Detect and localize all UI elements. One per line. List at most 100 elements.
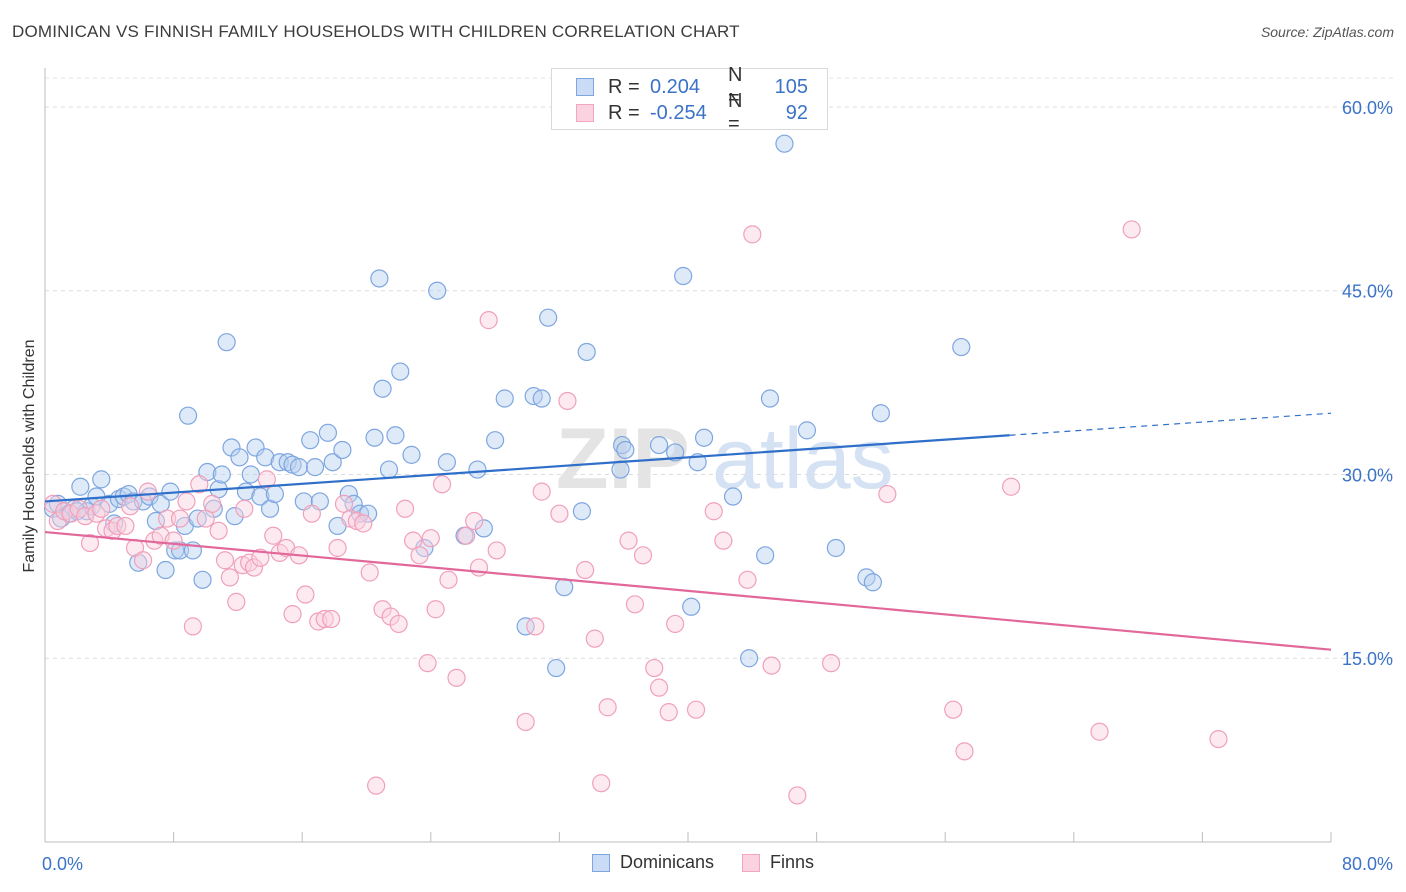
finns-point (389, 614, 408, 634)
finns-point (177, 492, 196, 511)
dominicans-point (323, 453, 342, 472)
finns-point (190, 475, 209, 494)
finns-point (354, 514, 373, 533)
dominicans-point (666, 443, 685, 462)
r-value: 0.204 (650, 75, 701, 98)
finns-point (550, 504, 569, 523)
finns-point (955, 742, 974, 761)
finns-points (43, 220, 1228, 805)
finns-point (666, 614, 685, 634)
finns-point (645, 658, 664, 678)
legend-label-finns: Finns (770, 852, 815, 872)
finns-point (532, 482, 551, 501)
finns-point (367, 776, 386, 795)
y-tick-label: 60.0% (1342, 98, 1393, 118)
y-tick-label: 30.0% (1342, 465, 1393, 485)
x-tick-label: 80.0% (1342, 854, 1393, 874)
dominicans-point (305, 458, 325, 477)
dominicans-point (437, 453, 456, 472)
finns-point (432, 475, 452, 494)
finns-point (479, 311, 498, 330)
dominicans-point (156, 560, 175, 580)
finns-point (439, 570, 458, 589)
finns-point (704, 502, 723, 521)
dominicans-point (611, 460, 630, 479)
series-legend: Dominicans Finns (0, 852, 1406, 873)
dominicans-point (92, 470, 111, 489)
dominicans-point (612, 435, 632, 455)
r-label: R = (608, 75, 640, 98)
finns-point (1122, 220, 1141, 239)
dominicans-point (359, 504, 378, 523)
dominicans-point (109, 489, 129, 509)
dominicans-point (129, 553, 148, 572)
dominicans-swatch (591, 853, 610, 872)
finns-point (821, 654, 841, 673)
dominicans-trend-extension (1009, 412, 1332, 436)
dominicans-point (402, 445, 421, 464)
finns-point (164, 531, 183, 550)
finns-trend-line (44, 530, 1332, 651)
correlation-legend: R = 0.204 N = 105 R = -0.254 N = 92 (551, 64, 828, 135)
dominicans-point (952, 337, 971, 357)
dominicans-point (391, 362, 410, 381)
dominicans-point (289, 458, 309, 477)
finns-point (625, 595, 645, 614)
r-value: -0.254 (650, 101, 707, 124)
y-tick-label: 45.0% (1342, 282, 1393, 302)
finns-point (251, 548, 270, 567)
finns-point (203, 494, 222, 513)
n-value: 105 (774, 75, 808, 98)
finns-swatch (576, 104, 594, 122)
finns-point (395, 499, 415, 518)
finns-point (585, 629, 604, 648)
dominicans-point (318, 423, 338, 442)
chart-title: DOMINICAN VS FINNISH FAMILY HOUSEHOLDS W… (12, 22, 740, 41)
dominicans-point (871, 404, 891, 423)
n-label: N = (728, 90, 743, 135)
axes (44, 68, 1332, 843)
finns-point (421, 529, 440, 548)
dominicans-point (256, 448, 275, 467)
dominicans-point (212, 465, 231, 484)
dominicans-point (428, 281, 447, 300)
finns-point (328, 538, 347, 558)
finns-point (526, 617, 545, 636)
finns-point (264, 526, 283, 545)
finns-point (227, 592, 246, 611)
finns-point (944, 700, 963, 719)
finns-point (714, 531, 733, 550)
finns-point (659, 703, 678, 722)
dominicans-point (365, 428, 384, 447)
dominicans-point (193, 570, 212, 589)
dominicans-point (775, 134, 794, 153)
legend-item-finns: Finns (742, 852, 814, 873)
dominicans-point (260, 499, 280, 518)
dominicans-point (577, 342, 596, 362)
finns-point (80, 533, 100, 553)
dominicans-point (379, 460, 399, 479)
x-tick-label: 0.0% (42, 854, 83, 874)
dominicans-point (649, 435, 669, 455)
finns-point (447, 668, 466, 687)
finns-point (283, 605, 302, 624)
finns-point (1090, 722, 1109, 741)
dominicans-point (333, 440, 352, 460)
r-label: R = (608, 101, 640, 124)
dominicans-point (532, 389, 551, 408)
finns-point (257, 470, 276, 489)
n-label: N = (728, 64, 743, 109)
finns-point (322, 609, 341, 629)
dominicans-point (760, 389, 780, 408)
finns-point (469, 558, 489, 577)
dominicans-point (246, 438, 265, 457)
finns-point (649, 678, 669, 697)
legend-row-dominicans: R = 0.204 N = 105 (576, 64, 808, 109)
finns-point (215, 551, 235, 570)
dominicans-point (682, 597, 701, 616)
dominicans-point (516, 617, 535, 636)
finns-point (1209, 729, 1228, 749)
source-label: Source: ZipAtlas.com (1260, 24, 1394, 40)
dominicans-trend-line (44, 434, 1010, 503)
